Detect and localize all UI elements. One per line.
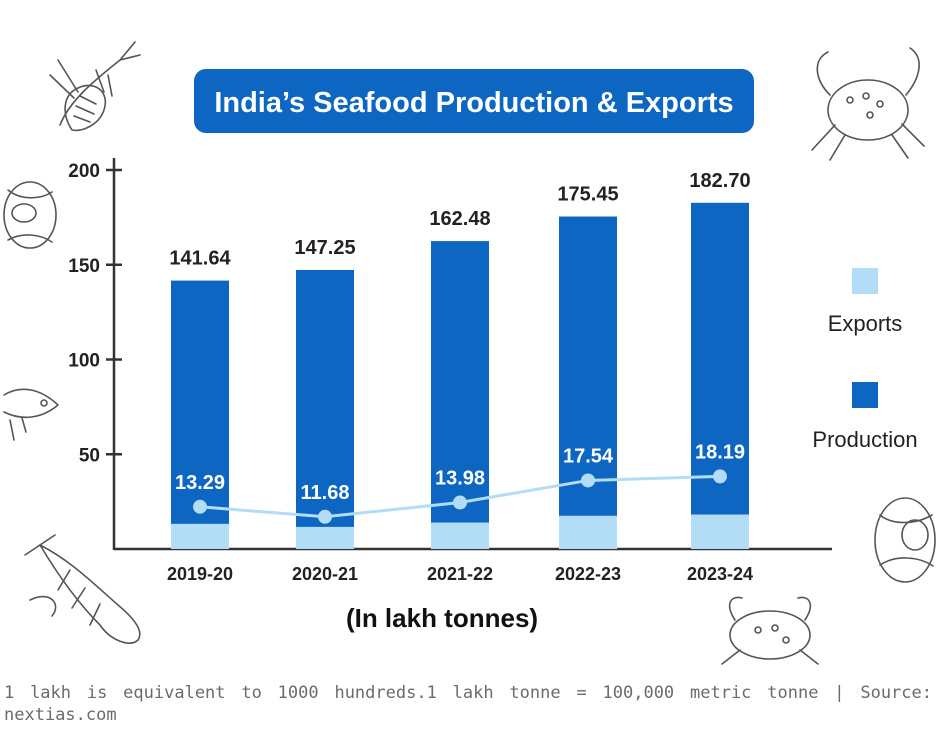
exports-value-label: 13.29 xyxy=(175,472,225,494)
legend-label-exports: Exports xyxy=(828,311,903,336)
x-tick-label: 2023-24 xyxy=(687,564,753,584)
chart: India’s Seafood Production & Exports 50 1… xyxy=(3,41,936,665)
production-value-label: 147.25 xyxy=(294,237,355,259)
legend-swatch-exports xyxy=(852,268,878,294)
production-value-label: 162.48 xyxy=(429,208,490,230)
y-tick-label: 50 xyxy=(79,445,100,466)
legend-label-production: Production xyxy=(812,427,917,452)
production-bar xyxy=(296,269,354,549)
y-tick-label: 100 xyxy=(68,351,100,372)
production-value-label: 182.70 xyxy=(689,170,750,192)
y-ticks: 50 100 150 200 xyxy=(68,161,122,466)
oyster-illustration-right xyxy=(874,497,936,583)
exports-bar xyxy=(431,522,489,549)
exports-point xyxy=(453,495,467,510)
x-tick-label: 2019-20 xyxy=(167,564,233,584)
x-tick-label: 2021-22 xyxy=(427,564,493,584)
x-tick-label: 2020-21 xyxy=(292,564,358,584)
bars: 141.64 147.25 162.48 175.45 182.70 xyxy=(169,170,751,549)
exports-value-label: 11.68 xyxy=(301,482,350,504)
x-tick-label: 2022-23 xyxy=(555,564,621,584)
caption: 1 lakh is equivalent to 1000 hundreds.1 … xyxy=(4,683,932,725)
fish-illustration-left xyxy=(3,388,59,441)
exports-value-label: 18.19 xyxy=(695,441,745,463)
exports-point xyxy=(713,469,727,484)
chart-title: India’s Seafood Production & Exports xyxy=(214,87,733,119)
exports-value-label: 13.98 xyxy=(435,468,485,490)
production-bar xyxy=(559,216,617,549)
oyster-illustration-left xyxy=(3,181,57,249)
exports-value-label: 17.54 xyxy=(563,445,614,467)
exports-point xyxy=(581,473,595,488)
crab-illustration-top-right xyxy=(811,47,925,161)
legend: Exports Production xyxy=(812,268,918,452)
x-axis-label: (In lakh tonnes) xyxy=(346,603,538,633)
lobster-illustration-bottom-left xyxy=(24,534,141,644)
exports-bar xyxy=(691,514,749,549)
exports-bar xyxy=(171,523,229,549)
exports-line: 13.29 11.68 13.98 17.54 18.19 xyxy=(175,441,745,524)
y-tick-label: 150 xyxy=(68,256,100,277)
x-ticks: 2019-20 2020-21 2021-22 2022-23 2023-24 xyxy=(167,564,753,584)
exports-point xyxy=(193,499,207,514)
y-tick-label: 200 xyxy=(68,161,100,182)
exports-bar xyxy=(296,526,354,549)
crab-illustration-bottom-right xyxy=(721,596,819,665)
lobster-illustration-top-left xyxy=(49,41,141,132)
production-value-label: 175.45 xyxy=(557,184,618,206)
exports-bar xyxy=(559,515,617,549)
exports-point xyxy=(318,509,332,524)
title-banner xyxy=(194,69,754,133)
production-value-label: 141.64 xyxy=(169,248,231,270)
production-bar xyxy=(691,202,749,549)
legend-swatch-production xyxy=(852,382,878,408)
